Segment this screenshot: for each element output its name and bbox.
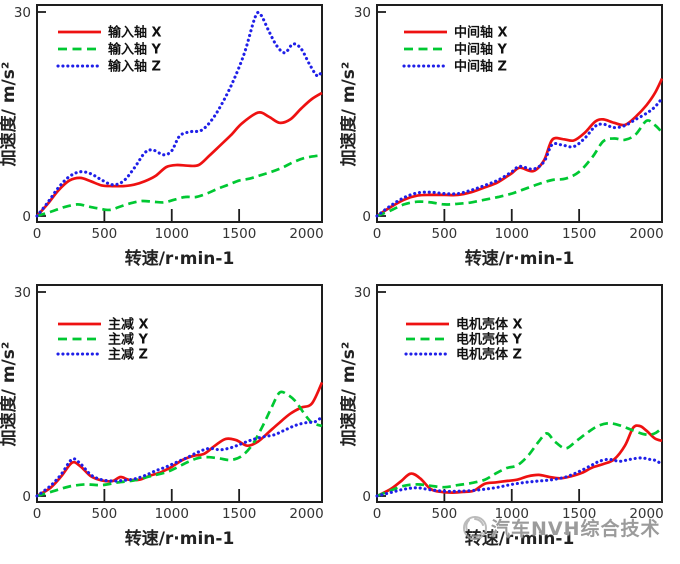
y-tick-label: 0	[362, 209, 371, 225]
x-tick-label: 1500	[562, 506, 596, 522]
legend-label: 输入轴 X	[108, 25, 162, 41]
series-line-solid	[376, 424, 663, 498]
legend-label: 主减 X	[108, 317, 149, 333]
legend-label: 电机壳体 Z	[456, 347, 522, 363]
plot-border	[36, 284, 323, 503]
series-line-solid	[376, 78, 664, 218]
y-tick-label: 30	[14, 5, 31, 21]
legend-label: 中间轴 Z	[454, 59, 507, 75]
x-tick-label: 0	[373, 506, 382, 522]
legend-label: 输入轴 Z	[108, 59, 161, 75]
x-tick-label: 2000	[629, 506, 663, 522]
y-tick-label: 0	[22, 489, 31, 505]
x-tick-label: 2000	[289, 506, 323, 522]
chart-motor-housing: 0 500 1000 1500 2000 0 30 转速/r·min-1 加速度/ m/s² 电机…	[338, 280, 680, 560]
x-tick-label: 500	[91, 226, 117, 242]
y-tick-label: 30	[14, 285, 31, 301]
x-tick-label: 1000	[495, 506, 529, 522]
x-tick-label: 2000	[289, 226, 323, 242]
series-line-dotted	[35, 10, 324, 218]
legend-label: 输入轴 Y	[108, 42, 162, 58]
series-line-dashed	[376, 421, 663, 498]
series-line-solid	[35, 91, 323, 217]
x-tick-label: 1500	[562, 226, 596, 242]
y-tick-label: 30	[354, 5, 371, 21]
legend-label: 中间轴 X	[454, 25, 508, 41]
series-line-dashed	[36, 390, 323, 498]
y-axis-label: 加速度/ m/s²	[340, 62, 359, 168]
x-tick-label: 1000	[495, 226, 529, 242]
x-tick-label: 1500	[222, 226, 256, 242]
legend-label: 电机壳体 Y	[456, 332, 523, 348]
x-tick-label: 0	[33, 226, 42, 242]
plot-border	[376, 284, 663, 503]
y-axis-label: 加速度/ m/s²	[340, 342, 359, 448]
x-tick-label: 500	[431, 506, 457, 522]
x-axis-label: 转速/r·min-1	[125, 248, 235, 269]
series-line-dashed	[36, 154, 323, 218]
y-tick-label: 30	[354, 285, 371, 301]
series-line-dotted	[375, 96, 664, 218]
x-tick-label: 500	[431, 226, 457, 242]
x-axis-label: 转速/r·min-1	[125, 528, 235, 549]
y-tick-label: 0	[22, 209, 31, 225]
y-axis-label: 加速度/ m/s²	[0, 342, 19, 448]
x-tick-label: 0	[33, 506, 42, 522]
legend-label: 主减 Y	[108, 332, 149, 348]
x-tick-label: 1500	[222, 506, 256, 522]
chart-main-reducer: 0 500 1000 1500 2000 0 30 转速/r·min-1 加速度/ m/s² 主减…	[0, 280, 340, 560]
legend-label: 电机壳体 X	[456, 317, 523, 333]
y-axis-label: 加速度/ m/s²	[0, 62, 19, 168]
chart-intermediate-shaft: 0 500 1000 1500 2000 0 30 转速/r·min-1 加速度/ m/s² 中间…	[338, 0, 680, 280]
chart-input-shaft: 0 500 1000 1500 2000 0 30 转速/r·min-1 加速度/ m/s² 输入…	[0, 0, 340, 280]
x-tick-label: 500	[91, 506, 117, 522]
series-line-dotted	[35, 415, 324, 498]
x-tick-label: 2000	[629, 226, 663, 242]
series-line-dashed	[376, 119, 663, 218]
legend-label: 主减 Z	[108, 347, 148, 363]
y-tick-label: 0	[362, 489, 371, 505]
plot-border	[376, 4, 663, 223]
x-tick-label: 0	[373, 226, 382, 242]
x-axis-label: 转速/r·min-1	[465, 248, 575, 269]
x-tick-label: 1000	[155, 226, 189, 242]
x-tick-label: 1000	[155, 506, 189, 522]
plot-border	[36, 4, 323, 223]
legend-label: 中间轴 Y	[454, 42, 508, 58]
series-line-dotted	[375, 456, 664, 498]
x-axis-label: 转速/r·min-1	[465, 528, 575, 549]
series-line-solid	[36, 381, 324, 498]
